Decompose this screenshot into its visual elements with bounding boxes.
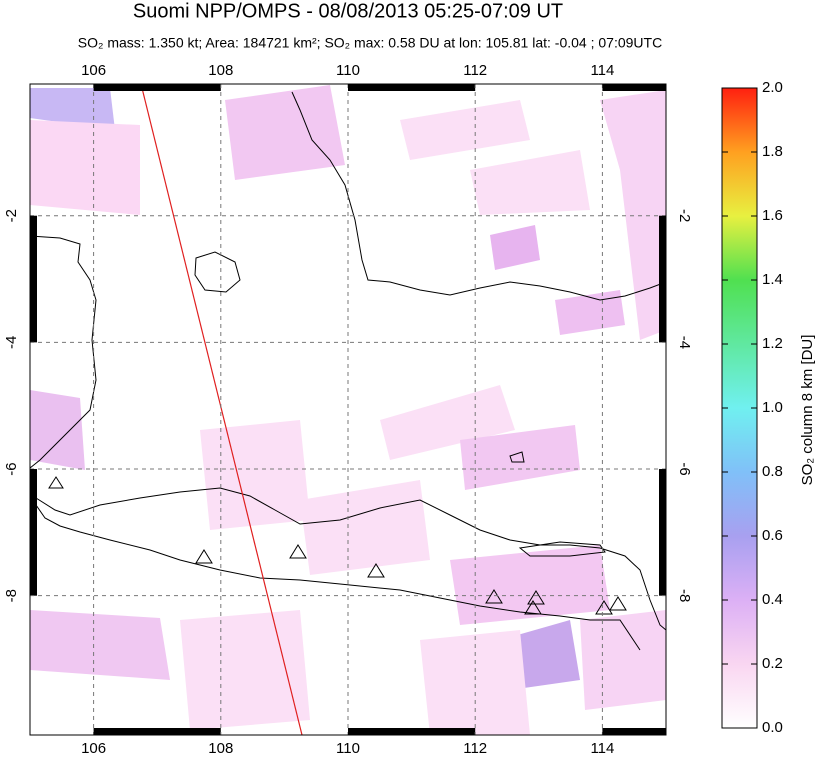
lat-tick-label: -2 (676, 209, 693, 222)
lon-tick-label: 110 (336, 62, 360, 79)
lat-tick-label: -8 (676, 589, 693, 602)
lat-tick-label: -4 (676, 336, 693, 349)
colorbar-tick-label: 0.4 (762, 591, 783, 608)
frame-bar (30, 215, 37, 343)
colorbar-tick-label: 0.8 (762, 463, 783, 480)
subtitle: SO₂ mass: 1.350 kt; Area: 184721 km²; SO… (78, 35, 662, 51)
graticule (30, 84, 666, 735)
volcanoes (48, 476, 627, 615)
lat-tick-label: -4 (3, 336, 20, 349)
lat-tick-label: -6 (3, 462, 20, 475)
coastlines (30, 91, 666, 651)
lon-tick-label: 106 (81, 740, 106, 757)
lon-tick-label: 114 (590, 740, 614, 757)
colorbar-tick-label: 1.8 (762, 143, 783, 160)
lon-tick-label: 112 (463, 740, 487, 757)
colorbar-tick-label: 0.2 (762, 655, 783, 672)
frame-bar (602, 84, 666, 91)
lat-tick-label: -2 (3, 209, 20, 222)
title: Suomi NPP/OMPS - 08/08/2013 05:25-07:09 … (133, 0, 563, 22)
frame-bar (30, 469, 37, 596)
colorbar-tick-label: 0.6 (762, 527, 783, 544)
lon-tick-label: 106 (81, 62, 106, 79)
orbit-track (140, 84, 303, 735)
frame-bar (93, 728, 221, 735)
frame-bar (602, 728, 666, 735)
colorbar-tick-label: 0.0 (762, 719, 783, 736)
so2-retrievals (30, 85, 666, 735)
frame-bar (659, 469, 666, 596)
colorbar-tick-label: 1.4 (762, 271, 783, 288)
lon-tick-label: 110 (336, 740, 360, 757)
colorbar-label: SO₂ column 8 km [DU] (799, 335, 816, 486)
colorbar-tick-label: 1.0 (762, 399, 783, 416)
lon-tick-label: 114 (590, 62, 614, 79)
colorbar-tick-label: 1.6 (762, 207, 783, 224)
lat-tick-label: -8 (3, 589, 20, 602)
lon-tick-label: 108 (208, 740, 233, 757)
frame-bar (348, 728, 476, 735)
map-frame (29, 83, 667, 736)
frame-bar (93, 84, 221, 91)
colorbar-tick-label: 2.0 (762, 79, 783, 96)
lon-tick-label: 108 (208, 62, 233, 79)
frame-bar (659, 215, 666, 343)
frame-bar (348, 84, 476, 91)
lon-tick-label: 112 (463, 62, 487, 79)
map-area (30, 84, 666, 735)
lat-tick-label: -6 (676, 462, 693, 475)
colorbar-tick-label: 1.2 (762, 335, 783, 352)
